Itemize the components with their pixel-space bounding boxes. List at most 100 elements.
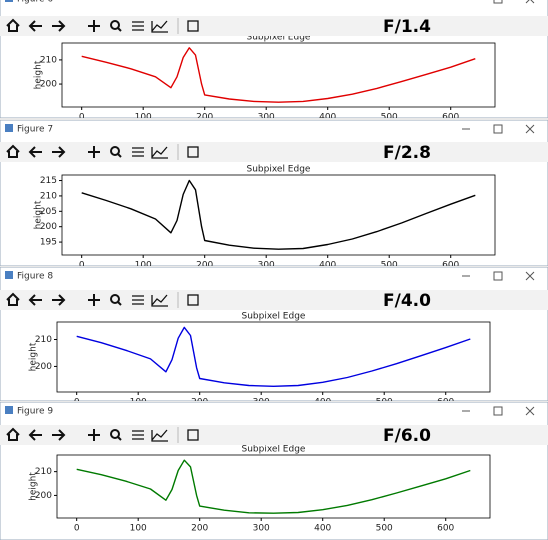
x-tick-label: 0 (74, 398, 80, 408)
x-tick-label: 200 (196, 113, 213, 123)
data-line (76, 459, 471, 514)
maximize-button[interactable] (493, 406, 503, 416)
home-button[interactable] (6, 427, 20, 441)
aperture-label: F/1.4 (383, 17, 431, 37)
forward-button[interactable] (52, 146, 66, 158)
y-tick-label: 200 (40, 80, 57, 90)
zoom-handle (117, 153, 122, 158)
close-button[interactable] (525, 406, 535, 416)
edit-button[interactable] (151, 20, 168, 33)
toolbar (0, 16, 548, 36)
data-line (81, 47, 476, 103)
window-title: Figure 7 (17, 125, 53, 135)
x-tick-label: 400 (314, 524, 331, 534)
chart-title: Subpixel Edge (242, 445, 306, 455)
y-axis-label: height (34, 60, 44, 89)
zoom-button[interactable] (110, 146, 120, 156)
x-tick-label: 200 (191, 398, 208, 408)
window: Figure 6Subpixel Edgeheight2002100100200… (0, 0, 548, 123)
y-tick-label: 210 (40, 191, 57, 201)
app-icon (5, 406, 13, 414)
aperture-label: F/2.8 (383, 143, 431, 163)
subplots-button[interactable] (132, 430, 144, 440)
x-tick-label: 400 (319, 261, 336, 271)
plot-frame (61, 42, 496, 108)
x-tick-label: 0 (79, 113, 85, 123)
x-tick-label: 200 (196, 261, 213, 271)
x-tick-label: 600 (437, 524, 454, 534)
zoom-handle (117, 27, 122, 32)
subplots-button[interactable] (132, 147, 144, 157)
app-icon (5, 0, 13, 2)
home-button[interactable] (6, 18, 20, 32)
x-tick-label: 500 (376, 398, 393, 408)
zoom-button[interactable] (110, 294, 120, 304)
app-icon (5, 124, 13, 132)
forward-button[interactable] (52, 20, 66, 32)
toolbar (0, 290, 548, 310)
x-tick-label: 500 (376, 524, 393, 534)
x-tick-label: 300 (253, 524, 270, 534)
y-axis-label: height (29, 472, 39, 501)
plot-frame (56, 454, 491, 519)
save-button[interactable] (187, 20, 199, 32)
pan-button[interactable] (88, 294, 100, 306)
zoom-handle (117, 436, 122, 441)
pan-button[interactable] (88, 146, 100, 158)
forward-button[interactable] (52, 429, 66, 441)
y-tick-label: 200 (40, 222, 57, 232)
y-tick-label: 200 (35, 491, 52, 501)
back-button[interactable] (28, 429, 42, 441)
edit-button[interactable] (151, 294, 168, 307)
maximize-button[interactable] (493, 0, 503, 4)
save-button[interactable] (187, 294, 199, 306)
x-tick-label: 300 (253, 398, 270, 408)
pan-button[interactable] (88, 20, 100, 32)
x-tick-label: 600 (442, 113, 459, 123)
zoom-button[interactable] (110, 20, 120, 30)
subplots-button[interactable] (132, 21, 144, 31)
zoom-button[interactable] (110, 429, 120, 439)
close-button[interactable] (525, 0, 535, 4)
window-title: Figure 8 (17, 272, 53, 282)
chart-title: Subpixel Edge (247, 165, 311, 175)
y-tick-label: 195 (40, 238, 57, 248)
save-button[interactable] (187, 146, 199, 158)
x-tick-label: 600 (442, 261, 459, 271)
subplots-button[interactable] (132, 295, 144, 305)
chart-title: Subpixel Edge (242, 312, 306, 322)
y-tick-label: 210 (35, 467, 52, 477)
x-tick-label: 200 (191, 524, 208, 534)
x-tick-label: 100 (135, 113, 152, 123)
save-button[interactable] (187, 429, 199, 441)
x-tick-label: 500 (381, 113, 398, 123)
maximize-button[interactable] (493, 271, 503, 281)
close-button[interactable] (525, 271, 535, 281)
x-tick-label: 300 (258, 261, 275, 271)
edit-button[interactable] (151, 429, 168, 442)
y-tick-label: 215 (40, 176, 57, 186)
x-tick-label: 0 (74, 524, 80, 534)
edit-button[interactable] (151, 146, 168, 159)
aperture-label: F/6.0 (383, 426, 431, 446)
y-axis-label: height (34, 200, 44, 229)
close-button[interactable] (525, 124, 535, 134)
toolbar (0, 425, 548, 445)
pan-button[interactable] (88, 429, 100, 441)
x-tick-label: 400 (319, 113, 336, 123)
zoom-handle (117, 301, 122, 306)
back-button[interactable] (28, 294, 42, 306)
back-button[interactable] (28, 20, 42, 32)
window: Figure 7 Subpixel Edge height 195 200 205 210 2… (0, 120, 548, 271)
toolbar (0, 142, 548, 162)
y-tick-label: 210 (35, 335, 52, 345)
forward-button[interactable] (52, 294, 66, 306)
home-button[interactable] (6, 292, 20, 306)
maximize-button[interactable] (493, 124, 503, 134)
x-tick-label: 100 (135, 261, 152, 271)
x-tick-label: 0 (79, 261, 85, 271)
y-tick-label: 210 (40, 55, 57, 65)
home-button[interactable] (6, 144, 20, 158)
x-tick-label: 300 (258, 113, 275, 123)
back-button[interactable] (28, 146, 42, 158)
